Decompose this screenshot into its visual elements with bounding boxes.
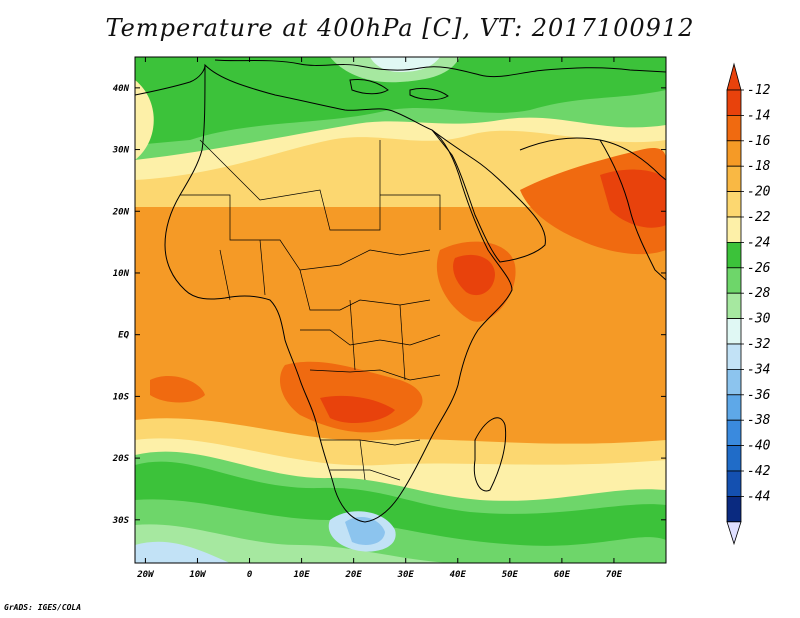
colorbar-swatch — [726, 115, 742, 142]
colorbar-swatch — [726, 394, 742, 421]
colorbar-label: -38 — [747, 413, 771, 428]
colorbar: -12 -14 -16 -18 -20 -22 -24 -26 -28 -30 -32 -34 -36 -… — [726, 62, 771, 546]
colorbar-swatch — [726, 267, 742, 294]
colorbar-label: -30 — [747, 312, 771, 327]
colorbar-label: -18 — [747, 159, 771, 174]
y-tick-label: 20N — [112, 207, 130, 217]
colorbar-swatch — [726, 343, 742, 370]
colorbar-label: -40 — [747, 439, 771, 454]
x-tick-label: 50E — [502, 570, 519, 580]
y-tick-label: 30N — [112, 146, 130, 156]
colorbar-swatch — [726, 470, 742, 497]
coastlines — [135, 59, 666, 523]
colorbar-swatch — [726, 89, 742, 116]
x-tick-label: 60E — [554, 570, 571, 580]
colorbar-swatch — [726, 318, 742, 345]
colorbar-bottom-arrow — [726, 521, 742, 546]
x-tick-label: 10W — [189, 570, 207, 580]
x-tick-label: 20E — [345, 570, 363, 580]
colorbar-swatch — [726, 419, 742, 447]
colorbar-label: -32 — [747, 337, 771, 352]
x-tick-label: 0 — [247, 570, 253, 580]
colorbar-swatch — [726, 445, 742, 472]
colorbar-swatch — [726, 216, 742, 243]
y-tick-label: 10S — [113, 392, 130, 402]
x-tick-label: 70E — [606, 570, 623, 580]
colorbar-swatch — [726, 140, 742, 167]
colorbar-swatch — [726, 368, 742, 396]
colorbar-label: -34 — [747, 362, 770, 377]
colorbar-label: -26 — [747, 261, 771, 276]
colorbar-label: -28 — [747, 286, 771, 301]
y-axis: 40N 30N 20N 10N EQ 10S 20S 30S — [112, 84, 666, 526]
map-title: Temperature at 400hPa [C], VT: 201710091… — [105, 14, 695, 42]
y-tick-label: 20S — [112, 454, 130, 464]
colorbar-label: -20 — [747, 185, 771, 200]
y-tick-label: 10N — [113, 269, 130, 279]
map-frame — [134, 56, 667, 564]
colorbar-swatch — [726, 191, 742, 218]
colorbar-swatch — [726, 292, 742, 320]
x-tick-label: 20W — [136, 570, 155, 580]
colorbar-swatch — [726, 241, 742, 269]
x-tick-label: 30E — [397, 570, 415, 580]
x-tick-label: 40E — [450, 570, 467, 580]
colorbar-swatch — [726, 495, 742, 523]
colorbar-label: -22 — [747, 210, 771, 225]
colorbar-label: -36 — [747, 388, 771, 403]
y-tick-label: 30S — [112, 516, 130, 526]
colorbar-label: -44 — [747, 489, 770, 504]
colorbar-label: -16 — [747, 134, 771, 149]
colorbar-label: -42 — [747, 464, 771, 479]
colorbar-label: -24 — [747, 235, 770, 250]
colorbar-swatch — [726, 165, 742, 192]
x-axis: 20W 10W 0 10E 20E 30E 40E 50E 60E 70E — [136, 57, 623, 580]
x-tick-label: 10E — [293, 570, 310, 580]
colorbar-label: -12 — [747, 83, 771, 98]
colorbar-label: -14 — [747, 108, 770, 123]
credit-text: GrADS: IGES/COLA — [4, 603, 82, 612]
country-borders — [180, 139, 441, 481]
y-tick-label: 40N — [113, 84, 130, 94]
colorbar-top-arrow — [726, 62, 742, 91]
y-tick-label: EQ — [118, 331, 129, 341]
